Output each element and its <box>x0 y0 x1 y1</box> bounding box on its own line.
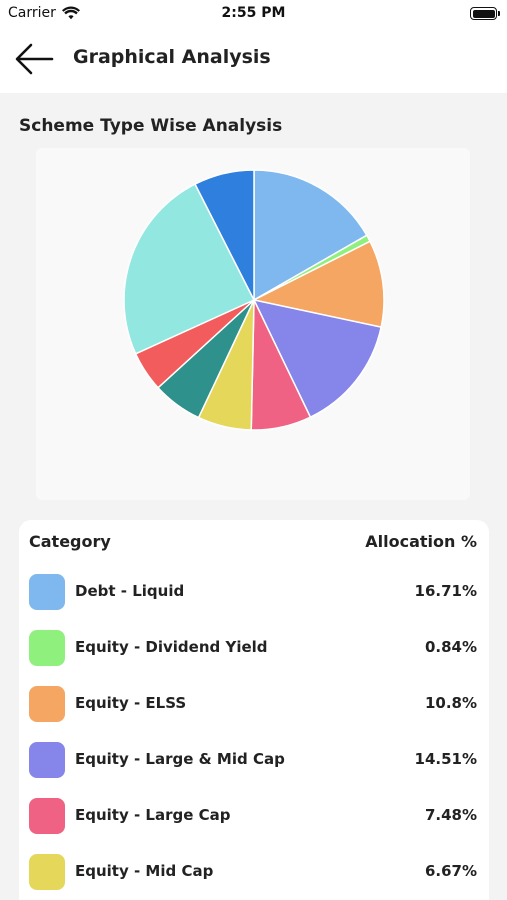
color-swatch <box>29 630 65 666</box>
status-time: 2:55 PM <box>221 5 286 21</box>
category-label: Equity - Mid Cap <box>75 862 214 880</box>
allocation-value: 7.48% <box>424 806 477 824</box>
status-bar: Carrier 2:55 PM <box>0 0 507 28</box>
battery-icon <box>470 7 500 20</box>
section-title: Scheme Type Wise Analysis <box>19 116 283 136</box>
table-row: Equity - Mid Cap 6.67% <box>19 844 489 900</box>
allocation-value: 14.51% <box>414 750 477 768</box>
allocation-table: Category Allocation % Debt - Liquid 16.71… <box>19 520 489 900</box>
pie-chart-card <box>36 148 470 500</box>
allocation-value: 0.84% <box>424 638 477 656</box>
page-title: Graphical Analysis <box>73 46 271 68</box>
table-row: Equity - Large Cap 7.48% <box>19 788 489 844</box>
category-label: Equity - Large & Mid Cap <box>75 750 285 768</box>
allocation-value: 16.71% <box>414 582 477 600</box>
table-header: Category Allocation % <box>19 520 489 564</box>
pie-slice-9[interactable] <box>194 169 255 301</box>
table-row: Equity - Dividend Yield 0.84% <box>19 620 489 676</box>
table-row: Debt - Liquid 16.71% <box>19 564 489 620</box>
pie-slice-2[interactable] <box>251 240 385 329</box>
color-swatch <box>29 854 65 890</box>
carrier-label: Carrier <box>8 5 56 21</box>
pie-slice-8[interactable] <box>123 183 256 355</box>
category-label: Equity - Large Cap <box>75 806 231 824</box>
pie-slice-0[interactable] <box>253 169 368 302</box>
allocation-value: 6.67% <box>424 862 477 880</box>
pie-chart <box>123 169 385 431</box>
allocation-value: 10.8% <box>424 694 477 712</box>
back-button[interactable] <box>14 42 54 76</box>
wifi-icon <box>61 6 80 20</box>
column-header-allocation: Allocation % <box>365 532 477 551</box>
nav-bar: Graphical Analysis <box>0 28 507 93</box>
arrow-left-icon <box>15 43 54 75</box>
color-swatch <box>29 574 65 610</box>
top-bar: Carrier 2:55 PM Graphical Analysis <box>0 0 507 93</box>
color-swatch <box>29 742 65 778</box>
column-header-category: Category <box>29 532 111 551</box>
table-row: Equity - ELSS 10.8% <box>19 676 489 732</box>
category-label: Equity - ELSS <box>75 694 187 712</box>
color-swatch <box>29 798 65 834</box>
category-label: Equity - Dividend Yield <box>75 638 268 656</box>
status-left: Carrier <box>8 5 80 21</box>
color-swatch <box>29 686 65 722</box>
table-row: Equity - Large & Mid Cap 14.51% <box>19 732 489 788</box>
category-label: Debt - Liquid <box>75 582 185 600</box>
pie-slice-3[interactable] <box>252 298 383 419</box>
